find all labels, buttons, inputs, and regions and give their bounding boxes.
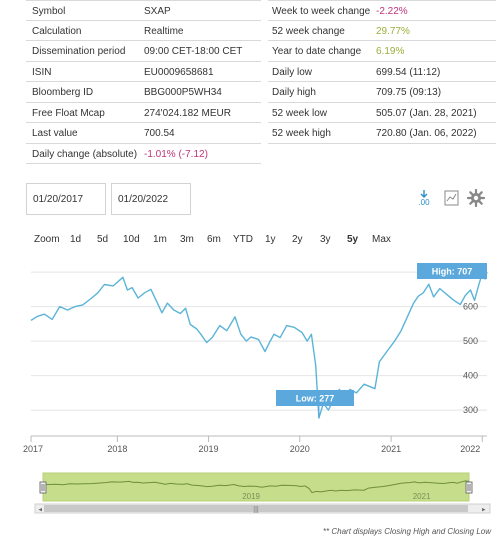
range-button-2y[interactable]: 2y <box>292 234 303 245</box>
y-tick-label: 300 <box>463 405 478 415</box>
detail-row: Dissemination period 09:00 CET-18:00 CET <box>26 41 261 62</box>
detail-row: Free Float Mcap 274'024.182 MEUR <box>26 103 261 123</box>
range-button-1m[interactable]: 1m <box>153 234 167 245</box>
x-tick-label: 2022 <box>460 444 480 454</box>
details-table-right: Week to week change -2.22% 52 week change 2… <box>268 0 496 144</box>
detail-label: 52 week low <box>272 107 328 119</box>
detail-value: -1.01% (-7.12) <box>144 148 208 160</box>
detail-row: Symbol SXAP <box>26 0 261 21</box>
date-from-input[interactable] <box>26 183 106 215</box>
x-tick-label: 2017 <box>23 444 43 454</box>
chart-footnote: ** Chart displays Closing High and Closi… <box>322 527 491 536</box>
detail-label: 52 week high <box>272 128 331 139</box>
detail-label: ISIN <box>32 66 52 78</box>
range-button-1d[interactable]: 1d <box>70 234 82 245</box>
x-tick-label: 2020 <box>290 444 310 454</box>
range-button-3y[interactable]: 3y <box>320 234 331 245</box>
detail-row: ISIN EU0009658681 <box>26 62 261 82</box>
download-icon[interactable]: .00 <box>414 188 434 208</box>
detail-label: Dissemination period <box>32 46 126 57</box>
detail-value: 699.54 (11:12) <box>376 66 441 78</box>
range-button-10d[interactable]: 10d <box>123 234 140 245</box>
detail-value: 09:00 CET-18:00 CET <box>144 46 243 57</box>
detail-label: Daily change (absolute) <box>32 148 138 160</box>
low-flag: Low: 277 <box>276 390 354 419</box>
detail-value: EU0009658681 <box>144 66 214 78</box>
scroll-left-icon[interactable]: ◂ <box>39 506 43 514</box>
scroll-right-icon[interactable]: ▸ <box>482 506 486 514</box>
range-button-5y[interactable]: 5y <box>347 234 359 245</box>
detail-value: SXAP <box>144 6 171 17</box>
detail-value: Realtime <box>144 25 184 37</box>
detail-row: 52 week change 29.77% <box>268 21 496 41</box>
navigator-handle-left[interactable] <box>39 481 47 494</box>
navigator-handle-right[interactable] <box>465 481 473 494</box>
detail-row: 52 week low 505.07 (Jan. 28, 2021) <box>268 103 496 123</box>
date-to-input[interactable] <box>111 183 191 215</box>
range-button-max[interactable]: Max <box>372 234 391 245</box>
detail-label: Daily high <box>272 87 316 98</box>
x-tick-label: 2021 <box>381 444 401 454</box>
detail-value: 709.75 (09:13) <box>376 87 442 98</box>
detail-label: Symbol <box>32 6 66 17</box>
y-tick-label: 500 <box>463 336 478 346</box>
y-tick-label: 400 <box>463 371 478 381</box>
navigator-year-label: 2021 <box>413 492 431 501</box>
detail-row: Daily change (absolute) -1.01% (-7.12) <box>26 144 261 164</box>
detail-label: Year to date change <box>272 46 362 57</box>
detail-row: Year to date change 6.19% <box>268 41 496 62</box>
detail-value: 505.07 (Jan. 28, 2021) <box>376 107 477 119</box>
detail-row: Bloomberg ID BBG000P5WH34 <box>26 82 261 103</box>
detail-row: Week to week change -2.22% <box>268 0 496 21</box>
range-button-5d[interactable]: 5d <box>97 234 109 245</box>
navigator-window[interactable] <box>42 472 470 502</box>
detail-label: Week to week change <box>272 6 371 17</box>
detail-row: Daily low 699.54 (11:12) <box>268 62 496 82</box>
detail-value: 720.80 (Jan. 06, 2022) <box>376 128 477 139</box>
detail-value: 700.54 <box>144 128 175 139</box>
price-chart[interactable]: 300400500600700201720182019202020212022H… <box>0 250 500 465</box>
range-button-ytd[interactable]: YTD <box>233 234 253 245</box>
svg-text:.00: .00 <box>418 198 430 207</box>
detail-value: BBG000P5WH34 <box>144 87 222 98</box>
detail-label: 52 week change <box>272 25 345 37</box>
gear-icon[interactable] <box>466 188 486 208</box>
x-tick-label: 2019 <box>199 444 219 454</box>
range-button-3m[interactable]: 3m <box>180 234 194 245</box>
y-tick-label: 600 <box>463 302 478 312</box>
detail-row: Last value 700.54 <box>26 123 261 144</box>
details-table-left: Symbol SXAP Calculation Realtime Disseminati… <box>26 0 261 164</box>
scrollbar-thumb[interactable] <box>44 505 468 512</box>
high-flag: High: 707 <box>417 263 487 279</box>
detail-label: Bloomberg ID <box>32 87 94 98</box>
chart-icon[interactable] <box>442 188 462 208</box>
detail-label: Calculation <box>32 25 82 37</box>
navigator-year-label: 2019 <box>242 492 260 501</box>
zoom-label: Zoom <box>34 234 60 245</box>
price-line <box>30 269 488 419</box>
detail-row: Daily high 709.75 (09:13) <box>268 82 496 103</box>
range-button-1y[interactable]: 1y <box>265 234 276 245</box>
detail-value: 6.19% <box>376 46 405 57</box>
detail-label: Daily low <box>272 66 313 78</box>
navigator-line <box>42 480 470 494</box>
detail-row: 52 week high 720.80 (Jan. 06, 2022) <box>268 123 496 144</box>
detail-value: 29.77% <box>376 25 410 37</box>
low-flag-label: Low: 277 <box>296 394 335 404</box>
scrollbar-grip-icon: ||| <box>253 507 259 514</box>
high-flag-label: High: 707 <box>432 267 473 277</box>
x-tick-label: 2018 <box>107 444 127 454</box>
range-selector: Zoom 1d 5d 10d 1m 3m 6m YTD 1y 2y 3y 5y Max <box>26 234 496 248</box>
detail-value: -2.22% <box>376 6 408 17</box>
detail-label: Free Float Mcap <box>32 107 105 119</box>
range-button-6m[interactable]: 6m <box>207 234 221 245</box>
detail-value: 274'024.182 MEUR <box>144 107 231 119</box>
detail-row: Calculation Realtime <box>26 21 261 41</box>
chart-navigator[interactable]: 2019 2021 ||| ◂ ▸ <box>0 468 500 518</box>
detail-label: Last value <box>32 128 78 139</box>
